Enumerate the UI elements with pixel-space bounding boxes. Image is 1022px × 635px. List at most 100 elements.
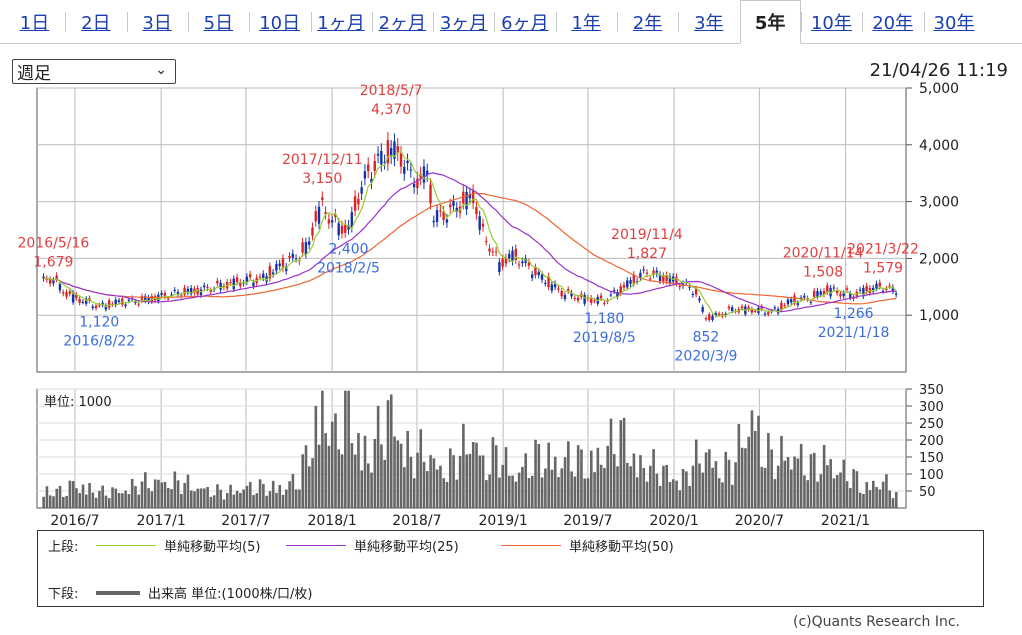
volume-bar bbox=[147, 488, 150, 508]
low-annotation-value: 852 bbox=[693, 330, 720, 346]
tab-1[interactable]: 2日 bbox=[81, 13, 111, 34]
volume-bar bbox=[376, 405, 380, 508]
price-candle-body bbox=[845, 288, 849, 291]
volume-bar bbox=[209, 496, 213, 508]
tab-12[interactable]: 5年 bbox=[739, 0, 801, 44]
price-candle-body bbox=[262, 273, 265, 278]
high-annotation-value: 4,370 bbox=[371, 102, 411, 118]
volume-bar bbox=[101, 485, 104, 508]
price-candle-body bbox=[353, 196, 357, 211]
price-candle-body bbox=[317, 206, 321, 224]
volume-bar bbox=[248, 481, 252, 508]
legend-ma5-swatch bbox=[96, 545, 156, 546]
volume-bar bbox=[448, 448, 452, 508]
price-candle-body bbox=[324, 211, 327, 214]
tab-separator bbox=[617, 12, 618, 32]
tab-14[interactable]: 20年 bbox=[872, 13, 914, 34]
volume-bar bbox=[42, 496, 45, 508]
volume-bar bbox=[557, 477, 560, 508]
tab-13[interactable]: 10年 bbox=[810, 13, 852, 34]
price-candle-body bbox=[455, 207, 458, 212]
volume-bar bbox=[639, 455, 642, 508]
tab-5[interactable]: 1ヶ月 bbox=[317, 13, 365, 34]
volume-bar bbox=[675, 480, 678, 508]
volume-bar bbox=[819, 474, 823, 508]
price-candle-body bbox=[678, 285, 681, 288]
price-candle-body bbox=[849, 293, 852, 298]
low-annotation-value: 1,266 bbox=[833, 306, 873, 322]
price-candle-body bbox=[616, 292, 619, 297]
tab-separator bbox=[310, 12, 312, 32]
volume-bar bbox=[668, 482, 672, 508]
volume-bar bbox=[75, 488, 78, 508]
price-y-tick-label: 1,000 bbox=[919, 308, 959, 324]
volume-bar bbox=[632, 453, 636, 508]
volume-bar bbox=[291, 473, 295, 508]
volume-bar bbox=[117, 492, 121, 508]
price-candle-body bbox=[435, 210, 439, 222]
volume-bar bbox=[121, 493, 124, 508]
tab-7[interactable]: 3ヶ月 bbox=[439, 13, 488, 34]
price-candle-body bbox=[344, 224, 347, 233]
tab-8[interactable]: 6ヶ月 bbox=[501, 13, 549, 34]
price-candle-body bbox=[576, 297, 580, 301]
volume-bar bbox=[501, 464, 505, 508]
volume-y-tick-label: 100 bbox=[919, 468, 944, 483]
price-candle-body bbox=[258, 276, 262, 278]
volume-bar bbox=[619, 420, 623, 508]
price-candle-body bbox=[731, 307, 734, 312]
tab-separator bbox=[126, 12, 128, 32]
price-candle-body bbox=[452, 200, 455, 207]
price-candle-body bbox=[396, 146, 399, 154]
tab-9[interactable]: 1年 bbox=[571, 13, 601, 34]
price-y-tick-label: 3,000 bbox=[919, 195, 959, 211]
high-annotation-date: 2020/11/14 bbox=[783, 245, 864, 261]
price-y-tick-label: 2,000 bbox=[919, 251, 959, 267]
tab-11[interactable]: 3年 bbox=[694, 13, 724, 34]
high-annotation-date: 2019/11/4 bbox=[611, 227, 683, 243]
price-candle-body bbox=[619, 286, 622, 294]
price-candle-body bbox=[547, 276, 550, 288]
volume-bar bbox=[750, 410, 754, 508]
volume-bar bbox=[737, 424, 741, 508]
price-candle-body bbox=[465, 192, 468, 210]
volume-bar bbox=[790, 469, 793, 508]
tab-2[interactable]: 3日 bbox=[142, 13, 172, 34]
chart-legend: 上段: 単純移動平均(5) 単純移動平均(25) 単純移動平均(50) 下段: … bbox=[37, 530, 984, 607]
volume-bar bbox=[455, 479, 459, 508]
volume-bar bbox=[150, 491, 154, 508]
price-candle-body bbox=[275, 264, 278, 271]
tab-6[interactable]: 2ヶ月 bbox=[378, 13, 427, 34]
volume-bar bbox=[55, 488, 59, 508]
volume-bar bbox=[353, 454, 357, 508]
tab-10[interactable]: 2年 bbox=[632, 13, 663, 34]
volume-bar bbox=[439, 465, 442, 508]
low-annotation-date: 2019/8/5 bbox=[573, 330, 636, 346]
tab-0[interactable]: 1日 bbox=[19, 13, 50, 34]
price-candle-body bbox=[511, 250, 514, 262]
volume-bar bbox=[298, 489, 301, 508]
price-candle-body bbox=[567, 289, 570, 292]
volume-bar bbox=[881, 481, 885, 508]
price-candle-body bbox=[491, 251, 495, 253]
volume-bar bbox=[773, 479, 777, 508]
price-candle-body bbox=[448, 204, 452, 208]
tab-4[interactable]: 10日 bbox=[259, 13, 301, 34]
price-candle-body bbox=[822, 291, 826, 295]
price-candle-body bbox=[793, 295, 796, 304]
volume-bar bbox=[91, 492, 95, 508]
price-candle-body bbox=[885, 288, 888, 290]
volume-bar bbox=[642, 468, 646, 508]
volume-bar bbox=[62, 496, 65, 508]
volume-bar bbox=[458, 455, 462, 508]
period-select[interactable]: 週足 ⌄ bbox=[12, 59, 176, 84]
volume-bar bbox=[812, 452, 816, 508]
volume-bar bbox=[370, 472, 373, 508]
volume-bar bbox=[163, 481, 167, 508]
volume-bar bbox=[662, 465, 665, 508]
tab-15[interactable]: 30年 bbox=[933, 13, 975, 34]
price-candle-body bbox=[573, 298, 576, 300]
tab-3[interactable]: 5日 bbox=[203, 13, 234, 34]
volume-bar bbox=[612, 454, 616, 508]
price-candle-body bbox=[819, 291, 822, 295]
